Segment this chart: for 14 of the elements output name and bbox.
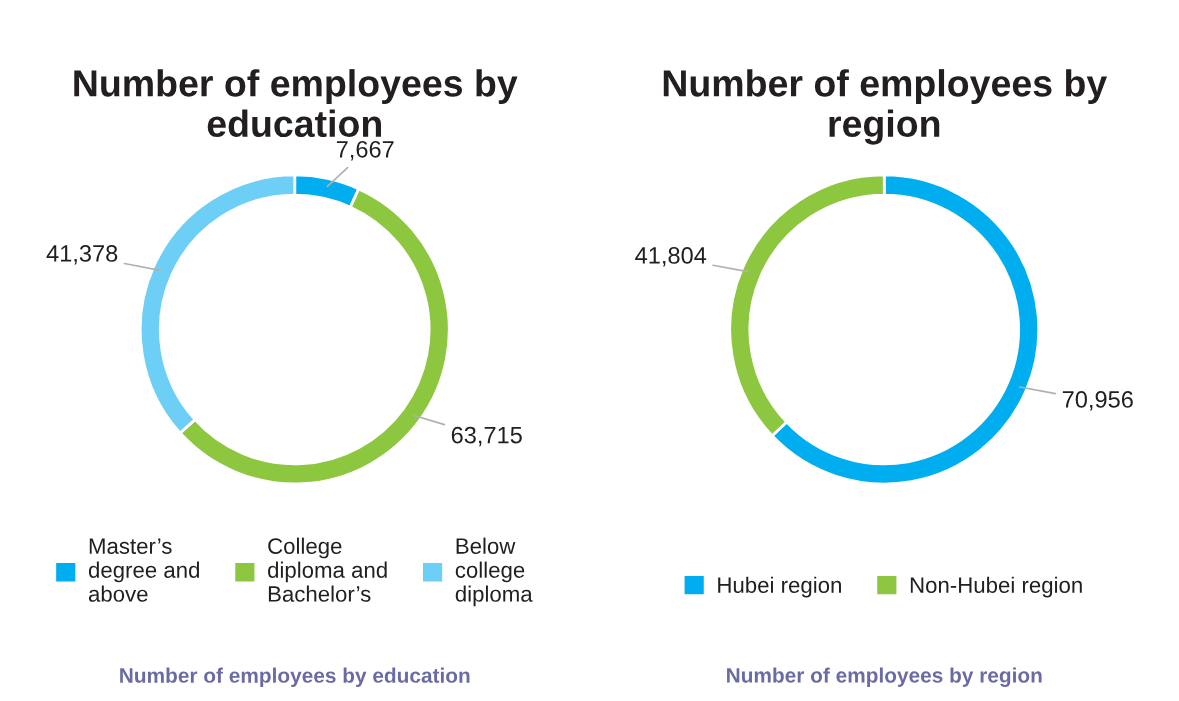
legend-label: Non-Hubei region [910, 576, 1082, 598]
chart-title: Number of employees by region [663, 69, 1108, 145]
legend-label: Master’s degree and above [88, 538, 199, 602]
text: Number of employees by region [727, 667, 1042, 687]
data-label: 70,956 [1062, 391, 1133, 411]
legend-label: Below college diploma [455, 537, 533, 607]
legend-label: Hubei region [718, 576, 841, 598]
legend-label: College diploma and Bachelor’s [268, 537, 387, 602]
chart-title: Number of employees by education [74, 69, 518, 138]
data-label: 7,667 [336, 140, 394, 161]
data-label: 41,378 [46, 245, 118, 265]
data-label: 41,804 [635, 247, 707, 267]
data-label: 63,715 [451, 426, 522, 447]
text: Number of employees by education [120, 667, 470, 687]
